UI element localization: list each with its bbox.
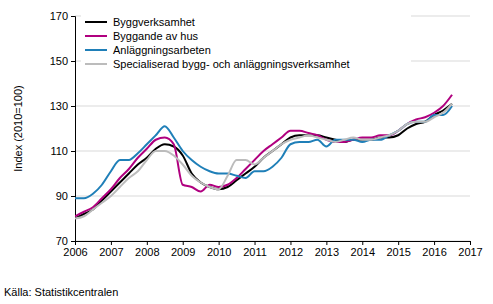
y-tick-mark — [71, 151, 75, 152]
series-line — [75, 104, 452, 219]
legend-swatch — [85, 21, 107, 23]
y-tick: 170 — [50, 10, 75, 22]
x-tick: 2010 — [207, 241, 231, 258]
x-tick-label: 2013 — [315, 246, 339, 258]
legend-label: Anläggningsarbeten — [113, 44, 211, 56]
x-tick-mark — [362, 241, 363, 245]
x-tick: 2006 — [63, 241, 87, 258]
legend-label: Byggande av hus — [113, 30, 199, 42]
y-tick-mark — [71, 16, 75, 17]
x-tick-mark — [75, 241, 76, 245]
y-tick-mark — [71, 241, 75, 242]
x-tick: 2014 — [351, 241, 375, 258]
y-tick-label: 170 — [50, 10, 68, 22]
x-tick-mark — [290, 241, 291, 245]
grid-line — [75, 196, 470, 197]
y-tick-label: 90 — [56, 190, 68, 202]
plot-area — [75, 95, 452, 219]
y-tick-mark — [71, 196, 75, 197]
grid-line — [75, 106, 470, 107]
x-tick: 2015 — [386, 241, 410, 258]
x-tick-label: 2016 — [422, 246, 446, 258]
x-tick: 2009 — [171, 241, 195, 258]
x-tick-mark — [219, 241, 220, 245]
x-tick-mark — [398, 241, 399, 245]
legend-swatch — [85, 49, 107, 51]
x-tick-mark — [183, 241, 184, 245]
x-tick: 2013 — [315, 241, 339, 258]
x-tick: 2008 — [135, 241, 159, 258]
legend-label: Specialiserad bygg- och anläggningsverks… — [113, 58, 350, 70]
y-axis-line — [71, 17, 76, 242]
y-tick: 110 — [50, 145, 75, 157]
y-axis-title: Index (2010=100) — [12, 85, 24, 172]
legend-swatch — [85, 35, 107, 37]
legend: Byggverksamhet Byggande av hus Anläggnings… — [81, 12, 411, 74]
legend-label: Byggverksamhet — [113, 16, 195, 28]
y-axis: 7090110130150170 — [50, 10, 76, 247]
y-tick: 130 — [50, 100, 75, 112]
series-line — [75, 104, 452, 219]
x-tick-mark — [326, 241, 327, 245]
y-tick-mark — [71, 61, 75, 62]
x-tick: 2007 — [99, 241, 123, 258]
x-tick-mark — [111, 241, 112, 245]
x-axis: 2006 2007 2008 2009 2010 2011 2012 2013 2014 2015… — [63, 241, 482, 258]
x-tick-label: 2008 — [135, 246, 159, 258]
x-tick-mark — [255, 241, 256, 245]
legend-background — [81, 12, 411, 74]
x-tick-label: 2006 — [63, 246, 87, 258]
x-tick-label: 2009 — [171, 246, 195, 258]
chart: 7090110130150170200620072008200920102011… — [0, 0, 493, 304]
y-tick-label: 130 — [50, 100, 68, 112]
legend-swatch — [85, 63, 107, 65]
y-tick: 90 — [56, 190, 75, 202]
x-tick: 2017 — [458, 241, 482, 258]
x-tick: 2016 — [422, 241, 446, 258]
x-tick-label: 2012 — [279, 246, 303, 258]
series-line — [75, 95, 452, 217]
x-tick-label: 2010 — [207, 246, 231, 258]
y-tick: 150 — [50, 55, 75, 67]
x-tick-label: 2015 — [386, 246, 410, 258]
source: Källa: Statistikcentralen — [4, 286, 118, 298]
series-line — [75, 106, 452, 198]
y-tick-label: 110 — [50, 145, 68, 157]
x-tick-label: 2014 — [351, 246, 375, 258]
x-tick-mark — [147, 241, 148, 245]
y-tick-mark — [71, 106, 75, 107]
y-tick-label: 150 — [50, 55, 68, 67]
x-tick-label: 2007 — [99, 246, 123, 258]
x-tick: 2012 — [279, 241, 303, 258]
x-tick: 2011 — [243, 241, 267, 258]
x-axis-line — [76, 242, 471, 246]
x-tick-label: 2011 — [243, 246, 267, 258]
x-tick-label: 2017 — [458, 246, 482, 258]
x-tick-mark — [470, 241, 471, 245]
x-tick-mark — [434, 241, 435, 245]
